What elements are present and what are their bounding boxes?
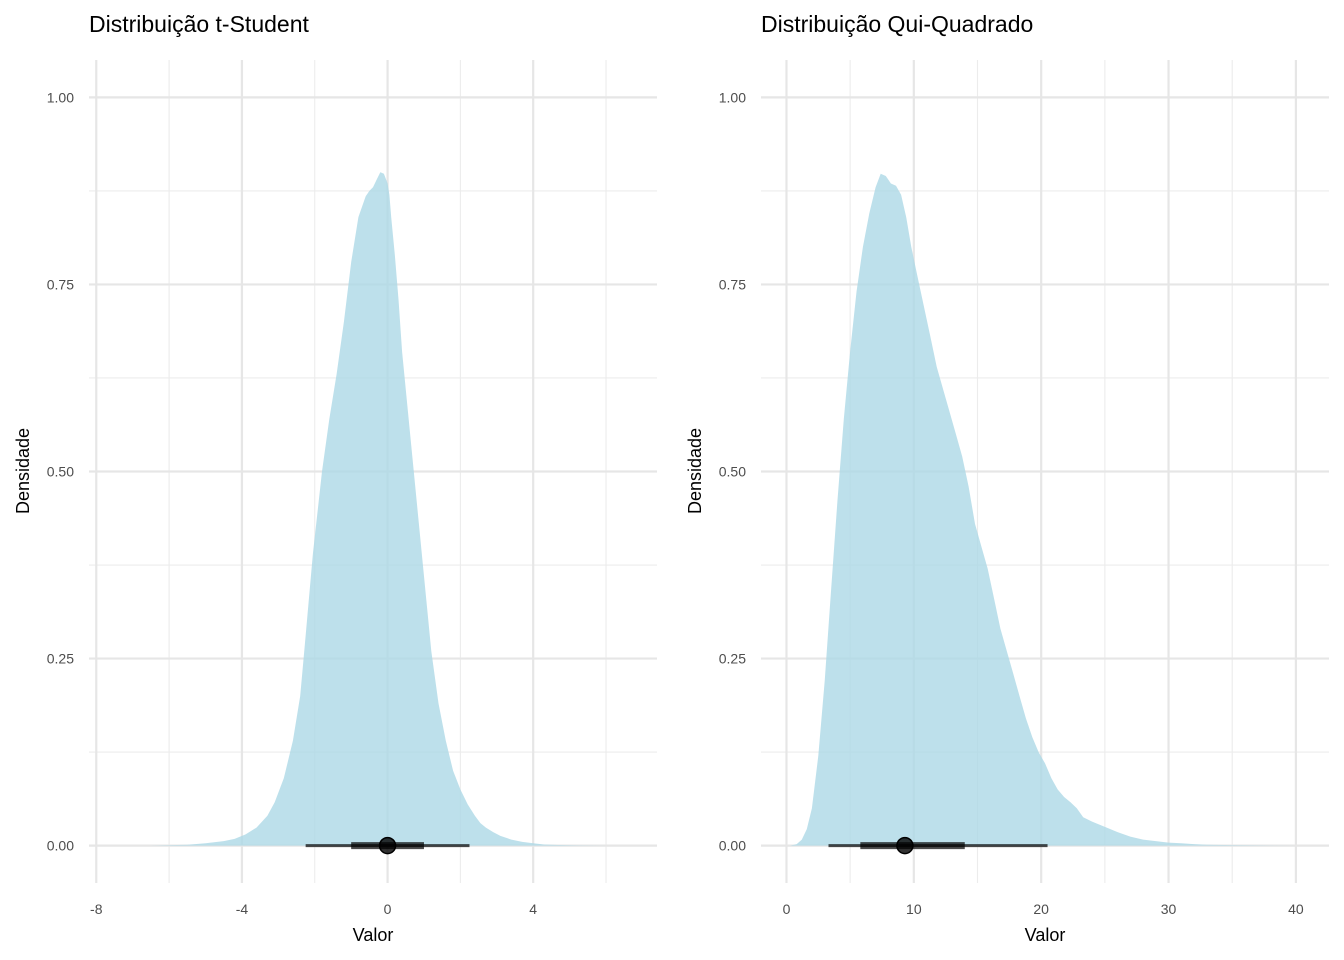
median-point: [378, 836, 397, 855]
chart-title: Distribuição t-Student: [89, 11, 309, 37]
x-tick-label: 10: [906, 901, 922, 917]
x-tick-label: 0: [783, 901, 791, 917]
y-tick-label: 1.00: [719, 89, 746, 105]
density-area: [790, 173, 1296, 846]
median-point: [896, 836, 914, 855]
x-tick-label: 40: [1288, 901, 1304, 917]
panel-qui-quadrado: Distribuição Qui-Quadrado Valor Densidad…: [685, 11, 1329, 945]
x-tick-label: 0: [384, 901, 392, 917]
x-tick-label: -4: [236, 901, 249, 917]
x-tick-label: 4: [529, 901, 537, 917]
panel-t-student: Distribuição t-Student Valor Densidade 0…: [13, 11, 657, 945]
y-tick-label: 0.75: [719, 276, 746, 292]
density-area: [150, 172, 606, 846]
y-tick-label: 0.50: [47, 464, 74, 480]
y-tick-label: 0.50: [719, 464, 746, 480]
x-tick-label: 20: [1033, 901, 1049, 917]
x-axis-label: Valor: [353, 925, 394, 945]
y-tick-label: 0.00: [47, 838, 74, 854]
y-tick-label: 0.75: [47, 276, 74, 292]
y-tick-label: 0.00: [719, 838, 746, 854]
x-axis-label: Valor: [1025, 925, 1066, 945]
y-axis-label: Densidade: [13, 428, 33, 514]
y-tick-label: 0.25: [47, 651, 74, 667]
grid: [89, 60, 657, 883]
y-tick-label: 1.00: [47, 89, 74, 105]
x-tick-label: -8: [90, 901, 103, 917]
x-tick-label: 30: [1161, 901, 1177, 917]
y-axis-label: Densidade: [685, 428, 705, 514]
chart-title: Distribuição Qui-Quadrado: [761, 11, 1033, 37]
y-tick-label: 0.25: [719, 651, 746, 667]
